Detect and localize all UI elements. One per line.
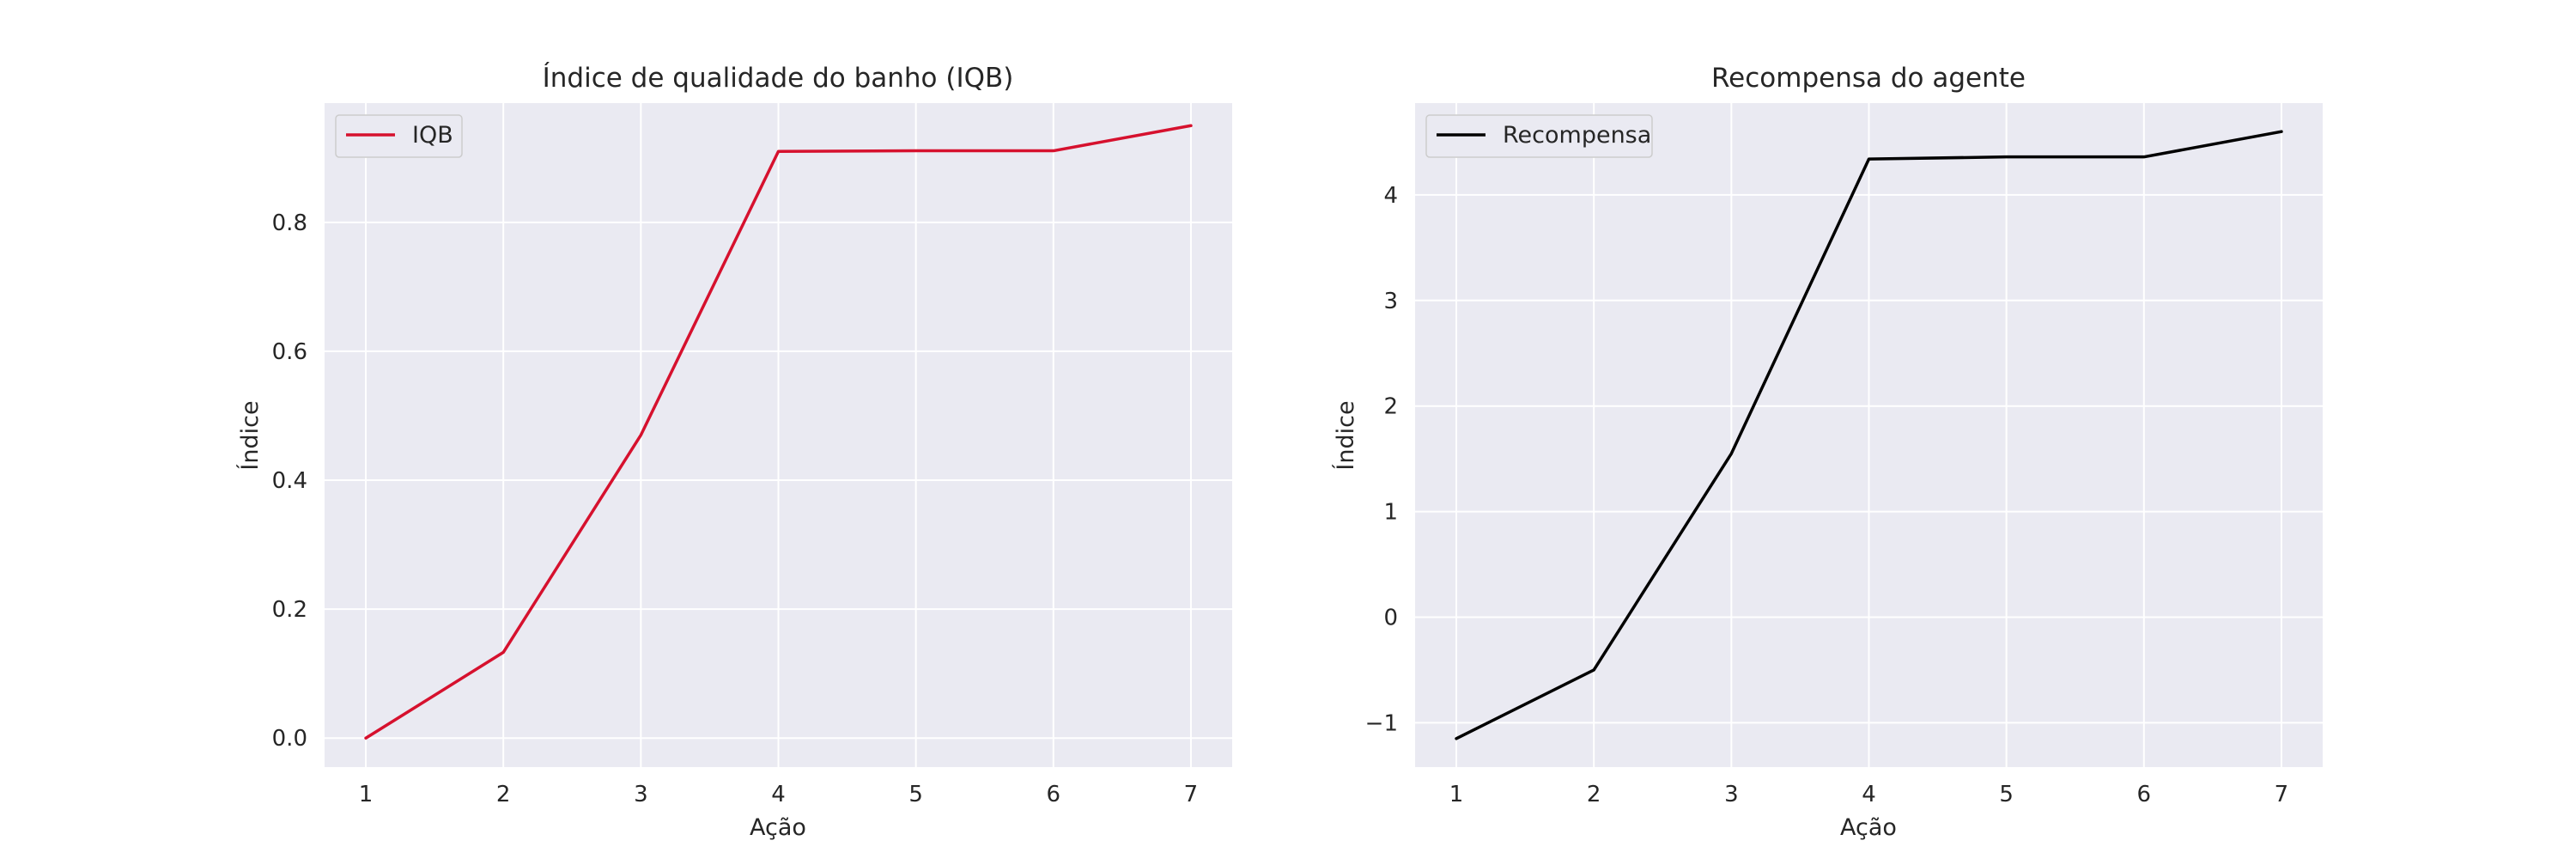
x-tick-label: 5: [908, 782, 923, 807]
y-tick-label: 0.0: [272, 726, 307, 752]
y-tick-label: 0.6: [272, 339, 307, 365]
y-tick-label: 3: [1383, 289, 1398, 314]
series-line-recompensa: [1455, 130, 2283, 740]
series-line-iqb: [364, 124, 1193, 740]
y-tick-label: 1: [1383, 500, 1398, 526]
chart-iqb: 1 2 3 4 5 6 7 0.0 0.2 0.4 0.6 0.8 Índice de qualida…: [236, 63, 1232, 841]
y-tick-label: 2: [1383, 394, 1398, 420]
x-tick-label: 7: [1184, 782, 1199, 807]
x-tick-label: 1: [359, 782, 374, 807]
legend-label-iqb: IQB: [412, 122, 453, 149]
x-tick-label: 4: [771, 782, 786, 807]
chart-title: Índice de qualidade do banho (IQB): [543, 63, 1014, 94]
y-axis-label: Índice: [1332, 400, 1359, 470]
y-tick-label: 4: [1383, 183, 1398, 209]
grid: [1415, 103, 2323, 767]
x-tick-label: 3: [1724, 782, 1739, 807]
x-tick-label: 7: [2275, 782, 2289, 807]
x-tick-label: 2: [1587, 782, 1601, 807]
x-tick-label: 5: [1999, 782, 2014, 807]
legend: Recompensa: [1425, 114, 1653, 158]
x-tick-label: 6: [2137, 782, 2152, 807]
x-axis-label: Ação: [1840, 814, 1897, 841]
x-axis-label: Ação: [750, 814, 806, 841]
x-tick-label: 6: [1047, 782, 1061, 807]
tick-labels: 1 2 3 4 5 6 7 −1 0 1 2 3 4: [1365, 183, 2289, 807]
chart-recompensa: 1 2 3 4 5 6 7 −1 0 1 2 3 4 Recompensa do agente Ação…: [1332, 63, 2323, 841]
legend: IQB: [335, 114, 463, 158]
legend-label-recompensa: Recompensa: [1503, 122, 1651, 149]
y-axis-label: Índice: [236, 400, 264, 470]
x-tick-label: 4: [1862, 782, 1876, 807]
x-tick-label: 3: [634, 782, 648, 807]
x-tick-label: 2: [496, 782, 511, 807]
y-tick-label: 0.4: [272, 468, 307, 494]
series-layer: [1455, 130, 2283, 740]
legend-box: [335, 114, 463, 158]
chart-title: Recompensa do agente: [1711, 63, 2026, 94]
y-tick-label: −1: [1365, 710, 1398, 736]
legend-box: [1425, 114, 1653, 158]
y-tick-label: 0.8: [272, 210, 307, 236]
y-tick-label: 0.2: [272, 597, 307, 623]
tick-labels: 1 2 3 4 5 6 7 0.0 0.2 0.4 0.6 0.8: [272, 210, 1199, 807]
x-tick-label: 1: [1449, 782, 1464, 807]
series-layer: [364, 124, 1193, 740]
y-tick-label: 0: [1383, 605, 1398, 631]
